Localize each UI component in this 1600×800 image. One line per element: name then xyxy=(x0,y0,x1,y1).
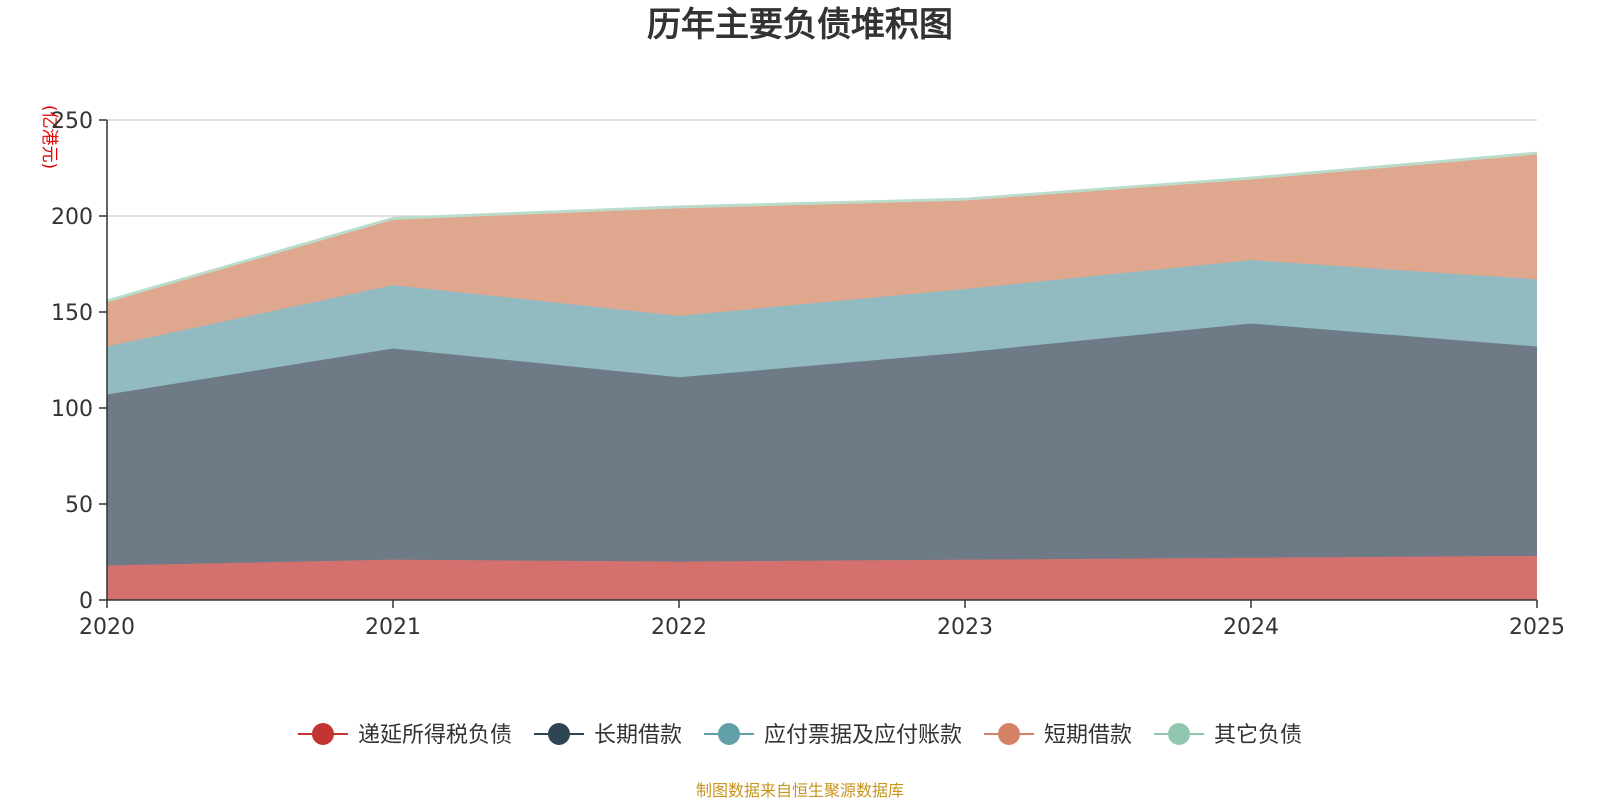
x-tick-label: 2024 xyxy=(1223,615,1279,640)
legend: 递延所得税负债 长期借款 应付票据及应付账款 短期借款 其它负债 xyxy=(297,723,1302,748)
x-tick-label: 2021 xyxy=(365,615,421,640)
x-tick-label: 2023 xyxy=(937,615,993,640)
y-tick-label: 200 xyxy=(51,205,93,230)
y-tick-label: 0 xyxy=(79,589,93,614)
legend-label: 长期借款 xyxy=(594,723,682,748)
y-tick-label: 50 xyxy=(65,493,93,518)
stacked-areas xyxy=(106,151,1538,600)
legend-label: 其它负债 xyxy=(1214,723,1302,748)
y-tick-label: 150 xyxy=(51,301,93,326)
area-series-3 xyxy=(107,154,1537,347)
x-tick-label: 2025 xyxy=(1509,615,1565,640)
legend-label: 应付票据及应付账款 xyxy=(764,723,962,748)
x-tick-label: 2020 xyxy=(79,615,135,640)
legend-dot-symbol xyxy=(998,723,1021,745)
legend-label: 递延所得税负债 xyxy=(358,723,512,748)
x-tick-label: 2022 xyxy=(651,615,707,640)
legend-dot-symbol xyxy=(1168,723,1191,745)
y-tick-label: 100 xyxy=(51,397,93,422)
area-series-1 xyxy=(107,323,1537,566)
chart-title: 历年主要负债堆积图 xyxy=(647,5,953,45)
legend-dot-symbol xyxy=(717,723,740,745)
legend-label: 短期借款 xyxy=(1044,723,1132,748)
area-series-0 xyxy=(107,555,1537,600)
legend-dot-symbol xyxy=(311,723,334,745)
y-axis-unit-label: (亿港元) xyxy=(39,105,59,169)
legend-dot-symbol xyxy=(547,723,570,745)
axes: 0 50 100 150 200 250 2020 2021 2022 2023 2024 2025 xyxy=(51,109,1565,640)
source-note: 制图数据来自恒生聚源数据库 xyxy=(696,781,904,800)
y-tick-label: 250 xyxy=(51,109,93,134)
area-line-series-4 xyxy=(106,151,1538,302)
